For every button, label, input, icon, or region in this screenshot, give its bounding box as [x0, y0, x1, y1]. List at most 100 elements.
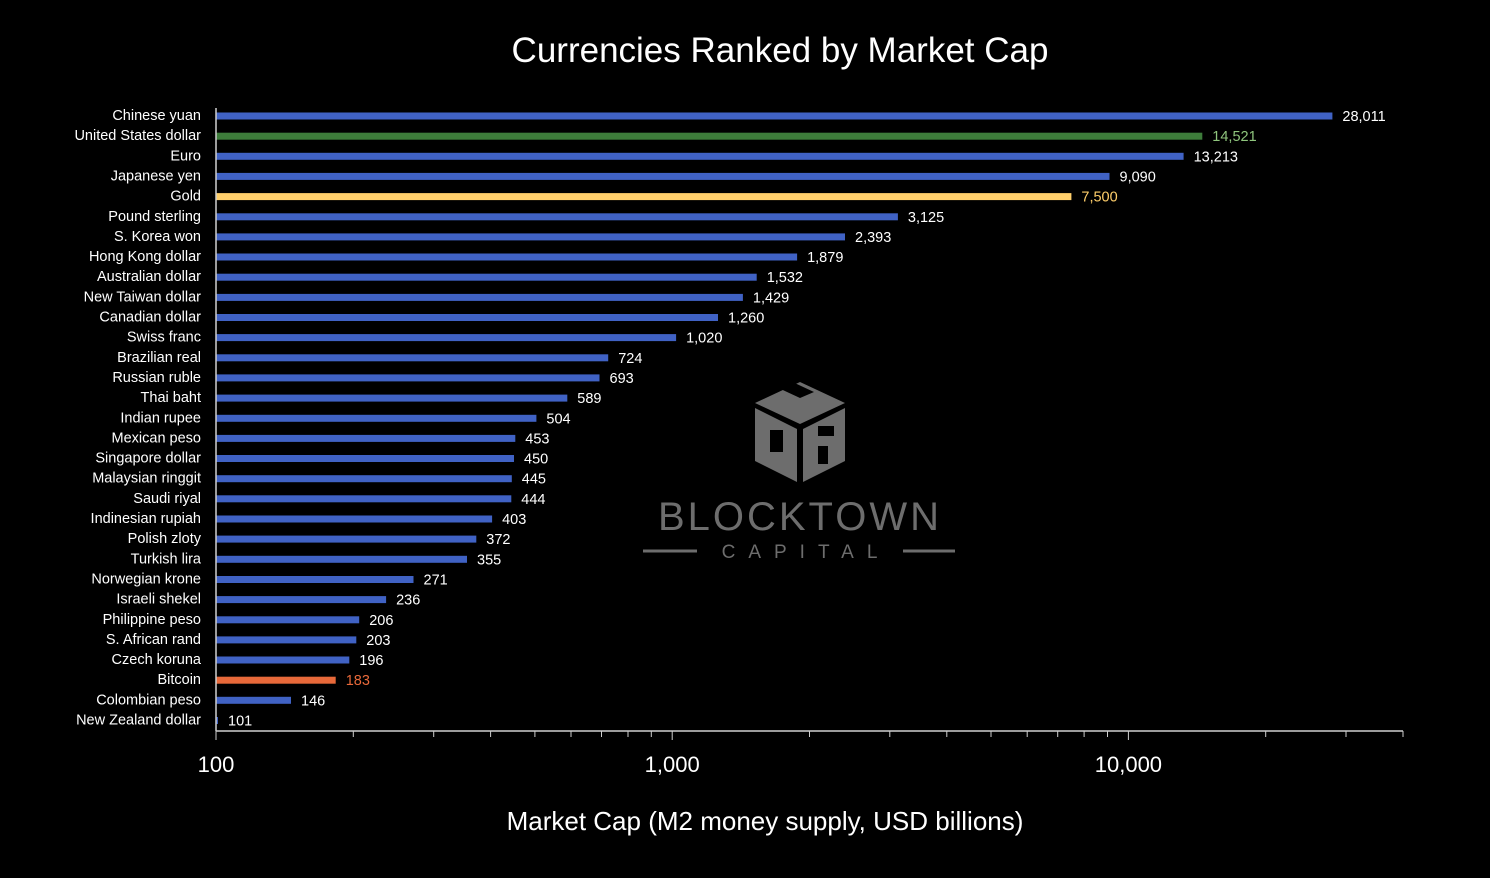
- bar: [216, 112, 1333, 120]
- category-label: Japanese yen: [111, 168, 201, 184]
- category-label: Mexican peso: [112, 430, 201, 446]
- bar: [216, 172, 1110, 180]
- bar: [216, 213, 898, 221]
- bar: [216, 273, 757, 281]
- data-label: 146: [301, 693, 325, 709]
- category-label: Singapore dollar: [95, 451, 201, 467]
- bar: [216, 193, 1072, 201]
- data-label: 271: [424, 573, 448, 589]
- data-label: 1,429: [753, 290, 789, 306]
- category-label: S. Korea won: [114, 229, 201, 245]
- data-label: 28,011: [1342, 109, 1385, 125]
- bar: [216, 394, 568, 402]
- bar: [216, 555, 467, 563]
- category-labels: Chinese yuan United States dollar Euro Japa…: [74, 108, 201, 729]
- watermark: BLOCKTOWN CAPITAL: [643, 379, 955, 563]
- category-label: Brazilian real: [117, 350, 201, 366]
- bar: [216, 293, 743, 301]
- x-tick-label: 10,000: [1095, 752, 1162, 777]
- bar: [216, 576, 414, 583]
- data-label: 101: [228, 714, 252, 730]
- data-label: 693: [610, 371, 634, 387]
- data-label: 203: [366, 633, 390, 649]
- data-label: 355: [477, 552, 501, 568]
- bar: [216, 495, 512, 503]
- data-label: 7,500: [1081, 190, 1117, 206]
- category-label: Norwegian krone: [91, 572, 201, 588]
- category-label: Bitcoin: [157, 672, 201, 688]
- data-label: 183: [346, 673, 370, 689]
- bar: [216, 414, 537, 422]
- data-label: 196: [359, 653, 383, 669]
- data-label: 14,521: [1212, 129, 1256, 145]
- category-label: Euro: [170, 148, 201, 164]
- data-label: 1,879: [807, 250, 843, 266]
- category-label: Hong Kong dollar: [89, 249, 201, 265]
- bar: [216, 475, 512, 483]
- x-tick-label: 100: [198, 752, 235, 777]
- data-label: 3,125: [908, 210, 944, 226]
- bar: [216, 253, 798, 261]
- data-label: 236: [396, 593, 420, 609]
- data-label: 453: [525, 431, 549, 447]
- category-label: Philippine peso: [103, 612, 201, 628]
- bar: [216, 354, 609, 362]
- category-label: Chinese yuan: [112, 108, 201, 124]
- category-label: Israeli shekel: [116, 592, 201, 608]
- category-label: Pound sterling: [108, 209, 201, 225]
- bar: [216, 314, 718, 321]
- data-label: 2,393: [855, 230, 891, 246]
- chart-title: Currencies Ranked by Market Cap: [512, 31, 1049, 70]
- bar: [216, 636, 357, 644]
- data-label: 372: [486, 532, 510, 548]
- category-label: Australian dollar: [97, 269, 201, 285]
- category-label: Turkish lira: [131, 551, 202, 567]
- category-label: Gold: [170, 189, 201, 205]
- bar: [216, 233, 845, 241]
- bar: [216, 515, 493, 523]
- category-label: S. African rand: [106, 632, 201, 648]
- bar: [216, 717, 218, 724]
- data-label: 724: [618, 351, 642, 367]
- bar: [216, 656, 350, 664]
- bar: [216, 535, 477, 543]
- category-label: Canadian dollar: [99, 310, 201, 326]
- bar: [216, 434, 516, 442]
- cube-logo-icon: [755, 379, 845, 482]
- data-label: 13,213: [1194, 149, 1238, 165]
- bar: [216, 596, 387, 604]
- bars: [216, 112, 1333, 724]
- data-label: 403: [502, 512, 526, 528]
- data-label: 1,532: [767, 270, 803, 286]
- data-label: 445: [522, 472, 546, 488]
- bar: [216, 334, 677, 342]
- category-label: United States dollar: [74, 128, 201, 144]
- category-label: Swiss franc: [127, 330, 201, 346]
- data-label: 450: [524, 452, 548, 468]
- category-label: New Zealand dollar: [76, 713, 201, 729]
- category-label: Indinesian rupiah: [91, 511, 201, 527]
- watermark-brand: BLOCKTOWN: [658, 495, 942, 539]
- bar: [216, 152, 1184, 160]
- category-label: Czech koruna: [112, 652, 202, 668]
- category-label: Thai baht: [141, 390, 201, 406]
- bar: [216, 374, 600, 382]
- data-label: 1,260: [728, 311, 764, 327]
- x-axis-label: Market Cap (M2 money supply, USD billion…: [507, 806, 1024, 836]
- category-label: Malaysian ringgit: [92, 471, 201, 487]
- watermark-sub: CAPITAL: [722, 542, 891, 563]
- bar: [216, 616, 360, 624]
- category-label: Polish zloty: [128, 531, 202, 547]
- data-label: 444: [521, 492, 545, 508]
- data-label: 504: [546, 411, 570, 427]
- category-label: Colombian peso: [96, 692, 201, 708]
- category-label: New Taiwan dollar: [84, 289, 202, 305]
- data-label: 206: [369, 613, 393, 629]
- bar: [216, 696, 291, 704]
- data-label: 1,020: [686, 331, 722, 347]
- bar: [216, 455, 514, 462]
- x-axis: 100 1,000 10,000: [198, 108, 1404, 777]
- bar: [216, 132, 1203, 140]
